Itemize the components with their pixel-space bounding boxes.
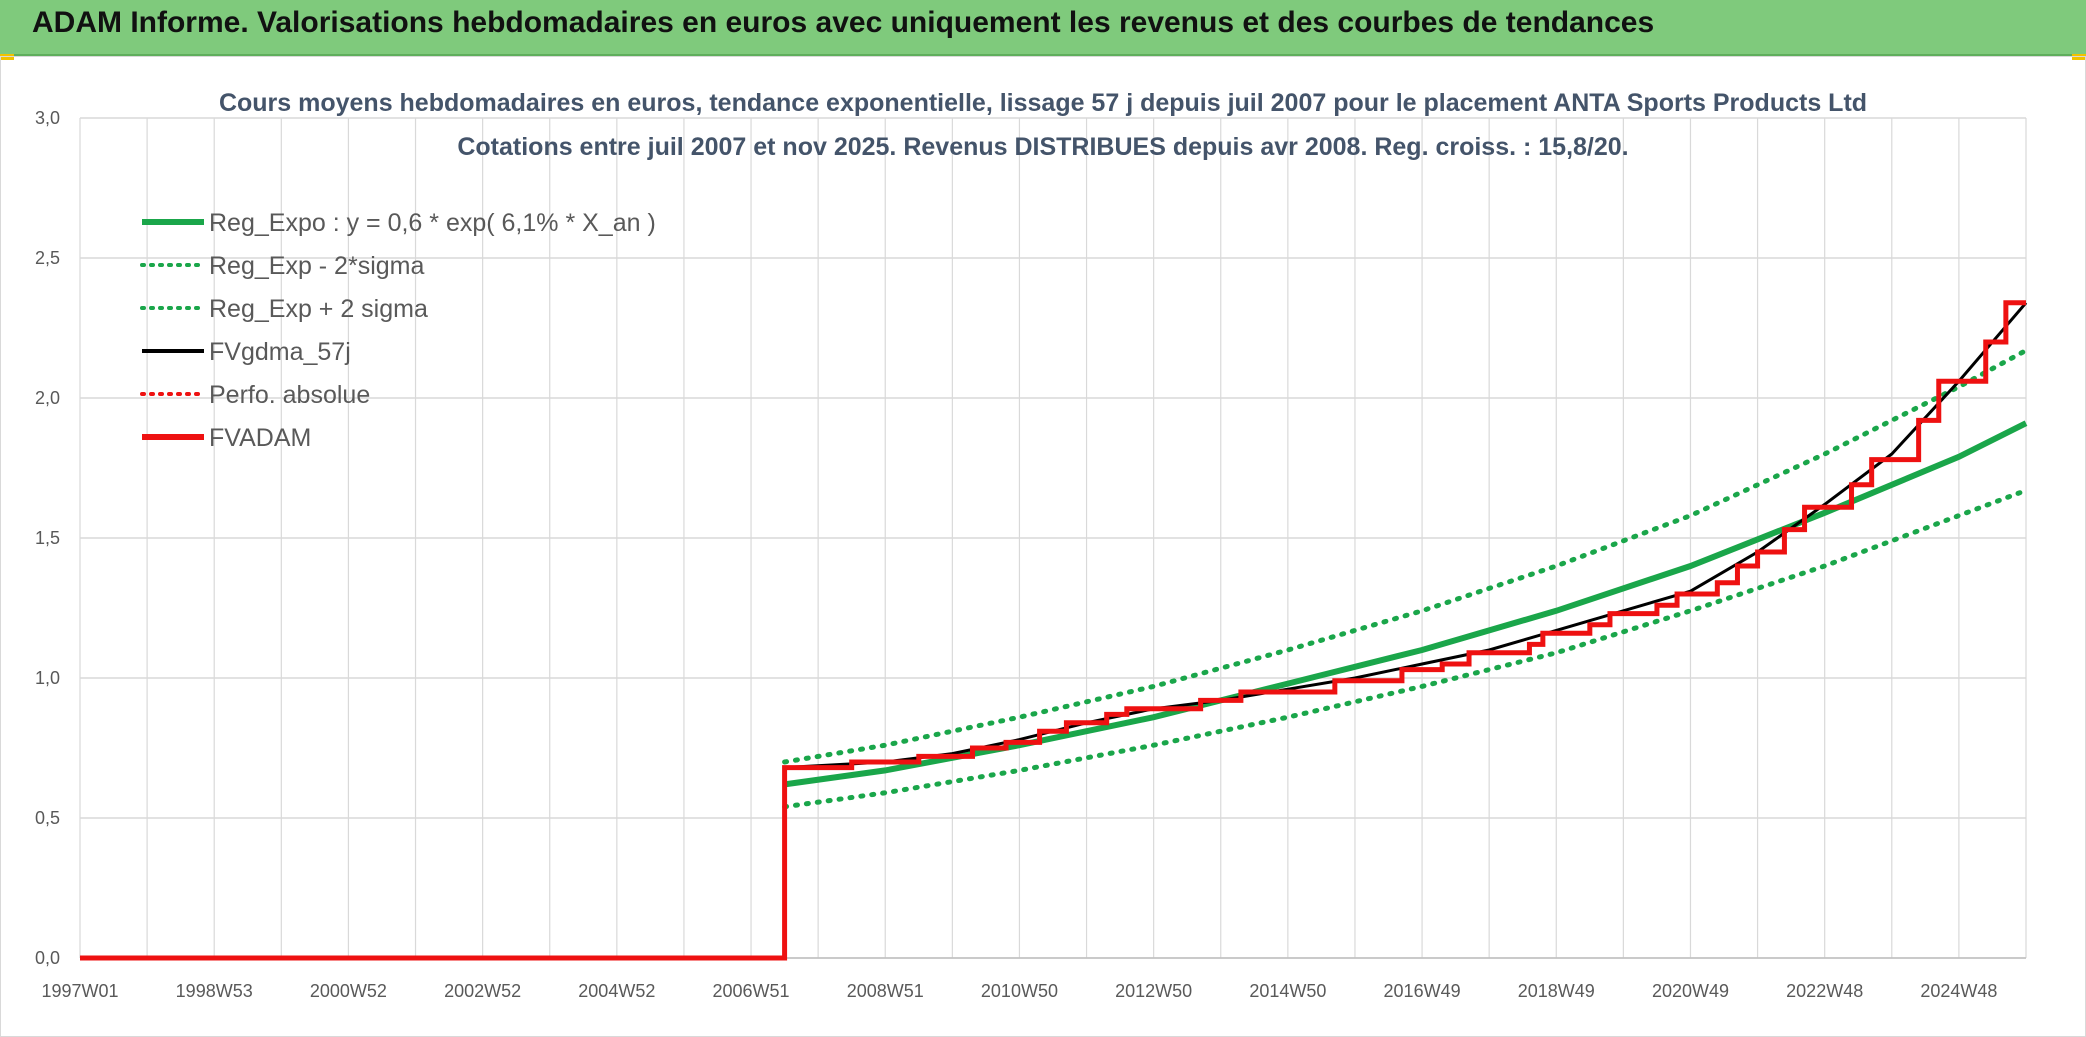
legend: Reg_Expo : y = 0,6 * exp( 6,1% * X_an ) R… bbox=[140, 209, 656, 452]
x-tick-label: 1997W01 bbox=[41, 981, 118, 1001]
legend-label: Reg_Expo : y = 0,6 * exp( 6,1% * X_an ) bbox=[209, 209, 656, 237]
y-axis: 0,0 0,5 1,0 1,5 2,0 2,5 3,0 bbox=[35, 108, 60, 968]
x-tick-label: 2008W51 bbox=[847, 981, 924, 1001]
legend-label: Reg_Exp - 2*sigma bbox=[209, 252, 424, 280]
x-tick-label: 2010W50 bbox=[981, 981, 1058, 1001]
x-tick-label: 2020W49 bbox=[1652, 981, 1729, 1001]
legend-label: FVgdma_57j bbox=[209, 338, 351, 366]
x-tick-label: 2018W49 bbox=[1518, 981, 1595, 1001]
y-tick-label: 0,0 bbox=[35, 948, 60, 968]
legend-label: Reg_Exp + 2 sigma bbox=[209, 295, 428, 323]
x-tick-label: 2000W52 bbox=[310, 981, 387, 1001]
y-tick-label: 1,5 bbox=[35, 528, 60, 548]
header-title: ADAM Informe. Valorisations hebdomadaire… bbox=[32, 6, 1655, 39]
x-tick-label: 2016W49 bbox=[1384, 981, 1461, 1001]
y-tick-label: 3,0 bbox=[35, 108, 60, 128]
x-tick-label: 2022W48 bbox=[1786, 981, 1863, 1001]
x-tick-label: 1998W53 bbox=[176, 981, 253, 1001]
chart-title: Cours moyens hebdomadaires en euros, ten… bbox=[219, 89, 1867, 117]
y-tick-label: 2,0 bbox=[35, 388, 60, 408]
x-tick-label: 2014W50 bbox=[1249, 981, 1326, 1001]
grid-lines bbox=[79, 117, 2027, 959]
header-banner: ADAM Informe. Valorisations hebdomadaire… bbox=[0, 0, 2086, 56]
series-fvgdma-57j bbox=[80, 301, 2028, 960]
y-tick-label: 1,0 bbox=[35, 668, 60, 688]
series-fvadam bbox=[80, 300, 2026, 961]
series-group bbox=[80, 300, 2029, 961]
corner-mark-right bbox=[2072, 54, 2086, 60]
legend-label: Perfo. absolue bbox=[209, 381, 370, 409]
corner-mark-left bbox=[0, 54, 14, 60]
series-reg-exp-minus-2sigma bbox=[782, 487, 2029, 810]
legend-label: FVADAM bbox=[209, 424, 311, 452]
y-tick-label: 0,5 bbox=[35, 808, 60, 828]
x-axis: 1997W01 1998W53 2000W52 2002W52 2004W52 2006W… bbox=[41, 957, 2026, 1001]
series-reg-exp-plus-2sigma bbox=[782, 347, 2029, 765]
y-tick-label: 2,5 bbox=[35, 248, 60, 268]
x-tick-label: 2012W50 bbox=[1115, 981, 1192, 1001]
x-tick-label: 2006W51 bbox=[713, 981, 790, 1001]
series-reg-expo bbox=[784, 420, 2028, 788]
x-tick-label: 2004W52 bbox=[578, 981, 655, 1001]
chart-subtitle: Cotations entre juil 2007 et nov 2025. R… bbox=[457, 133, 1628, 161]
x-tick-label: 2002W52 bbox=[444, 981, 521, 1001]
x-tick-label: 2024W48 bbox=[1920, 981, 1997, 1001]
